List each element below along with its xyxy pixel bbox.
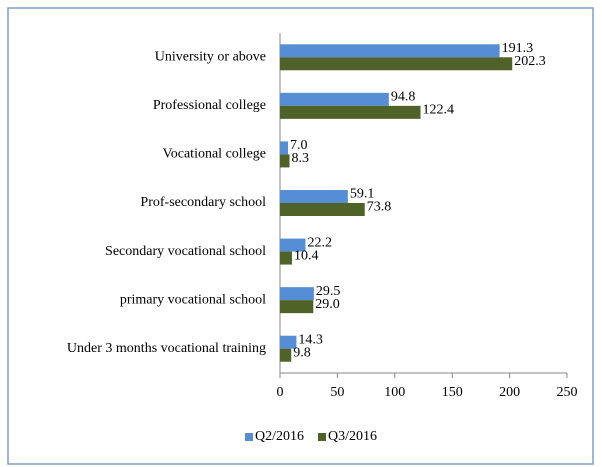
x-tick-label: 50	[330, 385, 344, 400]
y-tick-label: Prof-secondary school	[140, 195, 266, 210]
x-tick-label: 100	[384, 385, 405, 400]
bar	[280, 92, 389, 106]
value-label: 29.5	[316, 284, 341, 299]
value-label: 14.3	[298, 332, 323, 347]
value-label: 22.2	[307, 235, 332, 250]
value-label: 9.8	[293, 345, 311, 360]
value-label: 202.3	[514, 54, 546, 69]
bar	[280, 141, 289, 155]
value-label: 73.8	[367, 200, 392, 215]
frame	[7, 7, 594, 465]
legend-label: Q3/2016	[328, 429, 377, 444]
bar	[280, 44, 500, 58]
value-label: 122.4	[423, 103, 455, 118]
value-label: 10.4	[294, 248, 319, 263]
x-tick-label: 150	[442, 385, 463, 400]
bar	[280, 238, 306, 252]
value-label: 94.8	[391, 90, 416, 105]
y-tick-label: Secondary vocational school	[105, 244, 266, 259]
legend-swatch	[318, 433, 326, 441]
bar	[280, 251, 292, 265]
legend-label: Q2/2016	[255, 429, 304, 444]
bar	[280, 190, 348, 203]
x-tick-label: 200	[499, 385, 520, 400]
y-tick-label: primary vocational school	[120, 292, 266, 307]
value-label: 8.3	[292, 151, 310, 166]
y-tick-label: Professional college	[153, 98, 266, 113]
value-label: 191.3	[502, 41, 534, 56]
y-tick-label: Under 3 months vocational training	[67, 341, 266, 356]
y-tick-label: Vocational college	[162, 147, 266, 162]
y-tick-label: University or above	[155, 50, 266, 65]
bar	[280, 57, 513, 71]
legend-swatch	[245, 433, 253, 441]
value-label: 7.0	[290, 138, 308, 153]
bar	[280, 203, 365, 216]
bar	[280, 348, 292, 362]
bar	[280, 335, 297, 349]
value-label: 59.1	[350, 187, 375, 202]
bar	[280, 154, 290, 168]
x-tick-label: 250	[557, 385, 578, 400]
x-tick-label: 0	[277, 385, 284, 400]
bar	[280, 105, 421, 119]
value-label: 29.0	[315, 297, 340, 312]
bar	[280, 287, 314, 301]
bar	[280, 300, 314, 314]
